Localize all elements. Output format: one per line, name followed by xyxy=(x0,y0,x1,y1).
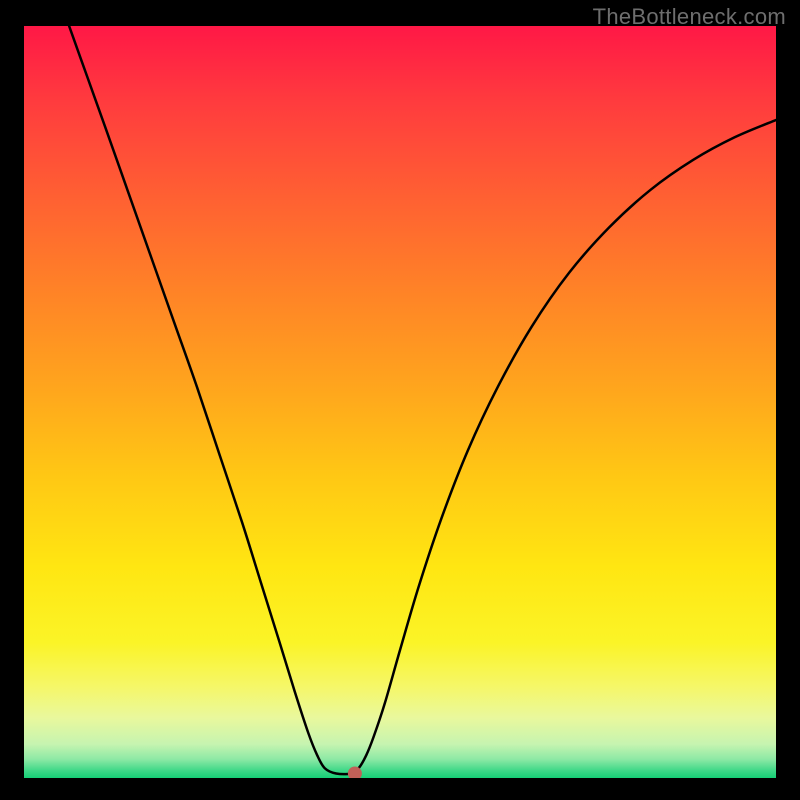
chart-container xyxy=(24,26,776,778)
bottleneck-curve xyxy=(69,26,776,774)
watermark-text: TheBottleneck.com xyxy=(593,4,786,30)
curve-layer xyxy=(24,26,776,778)
